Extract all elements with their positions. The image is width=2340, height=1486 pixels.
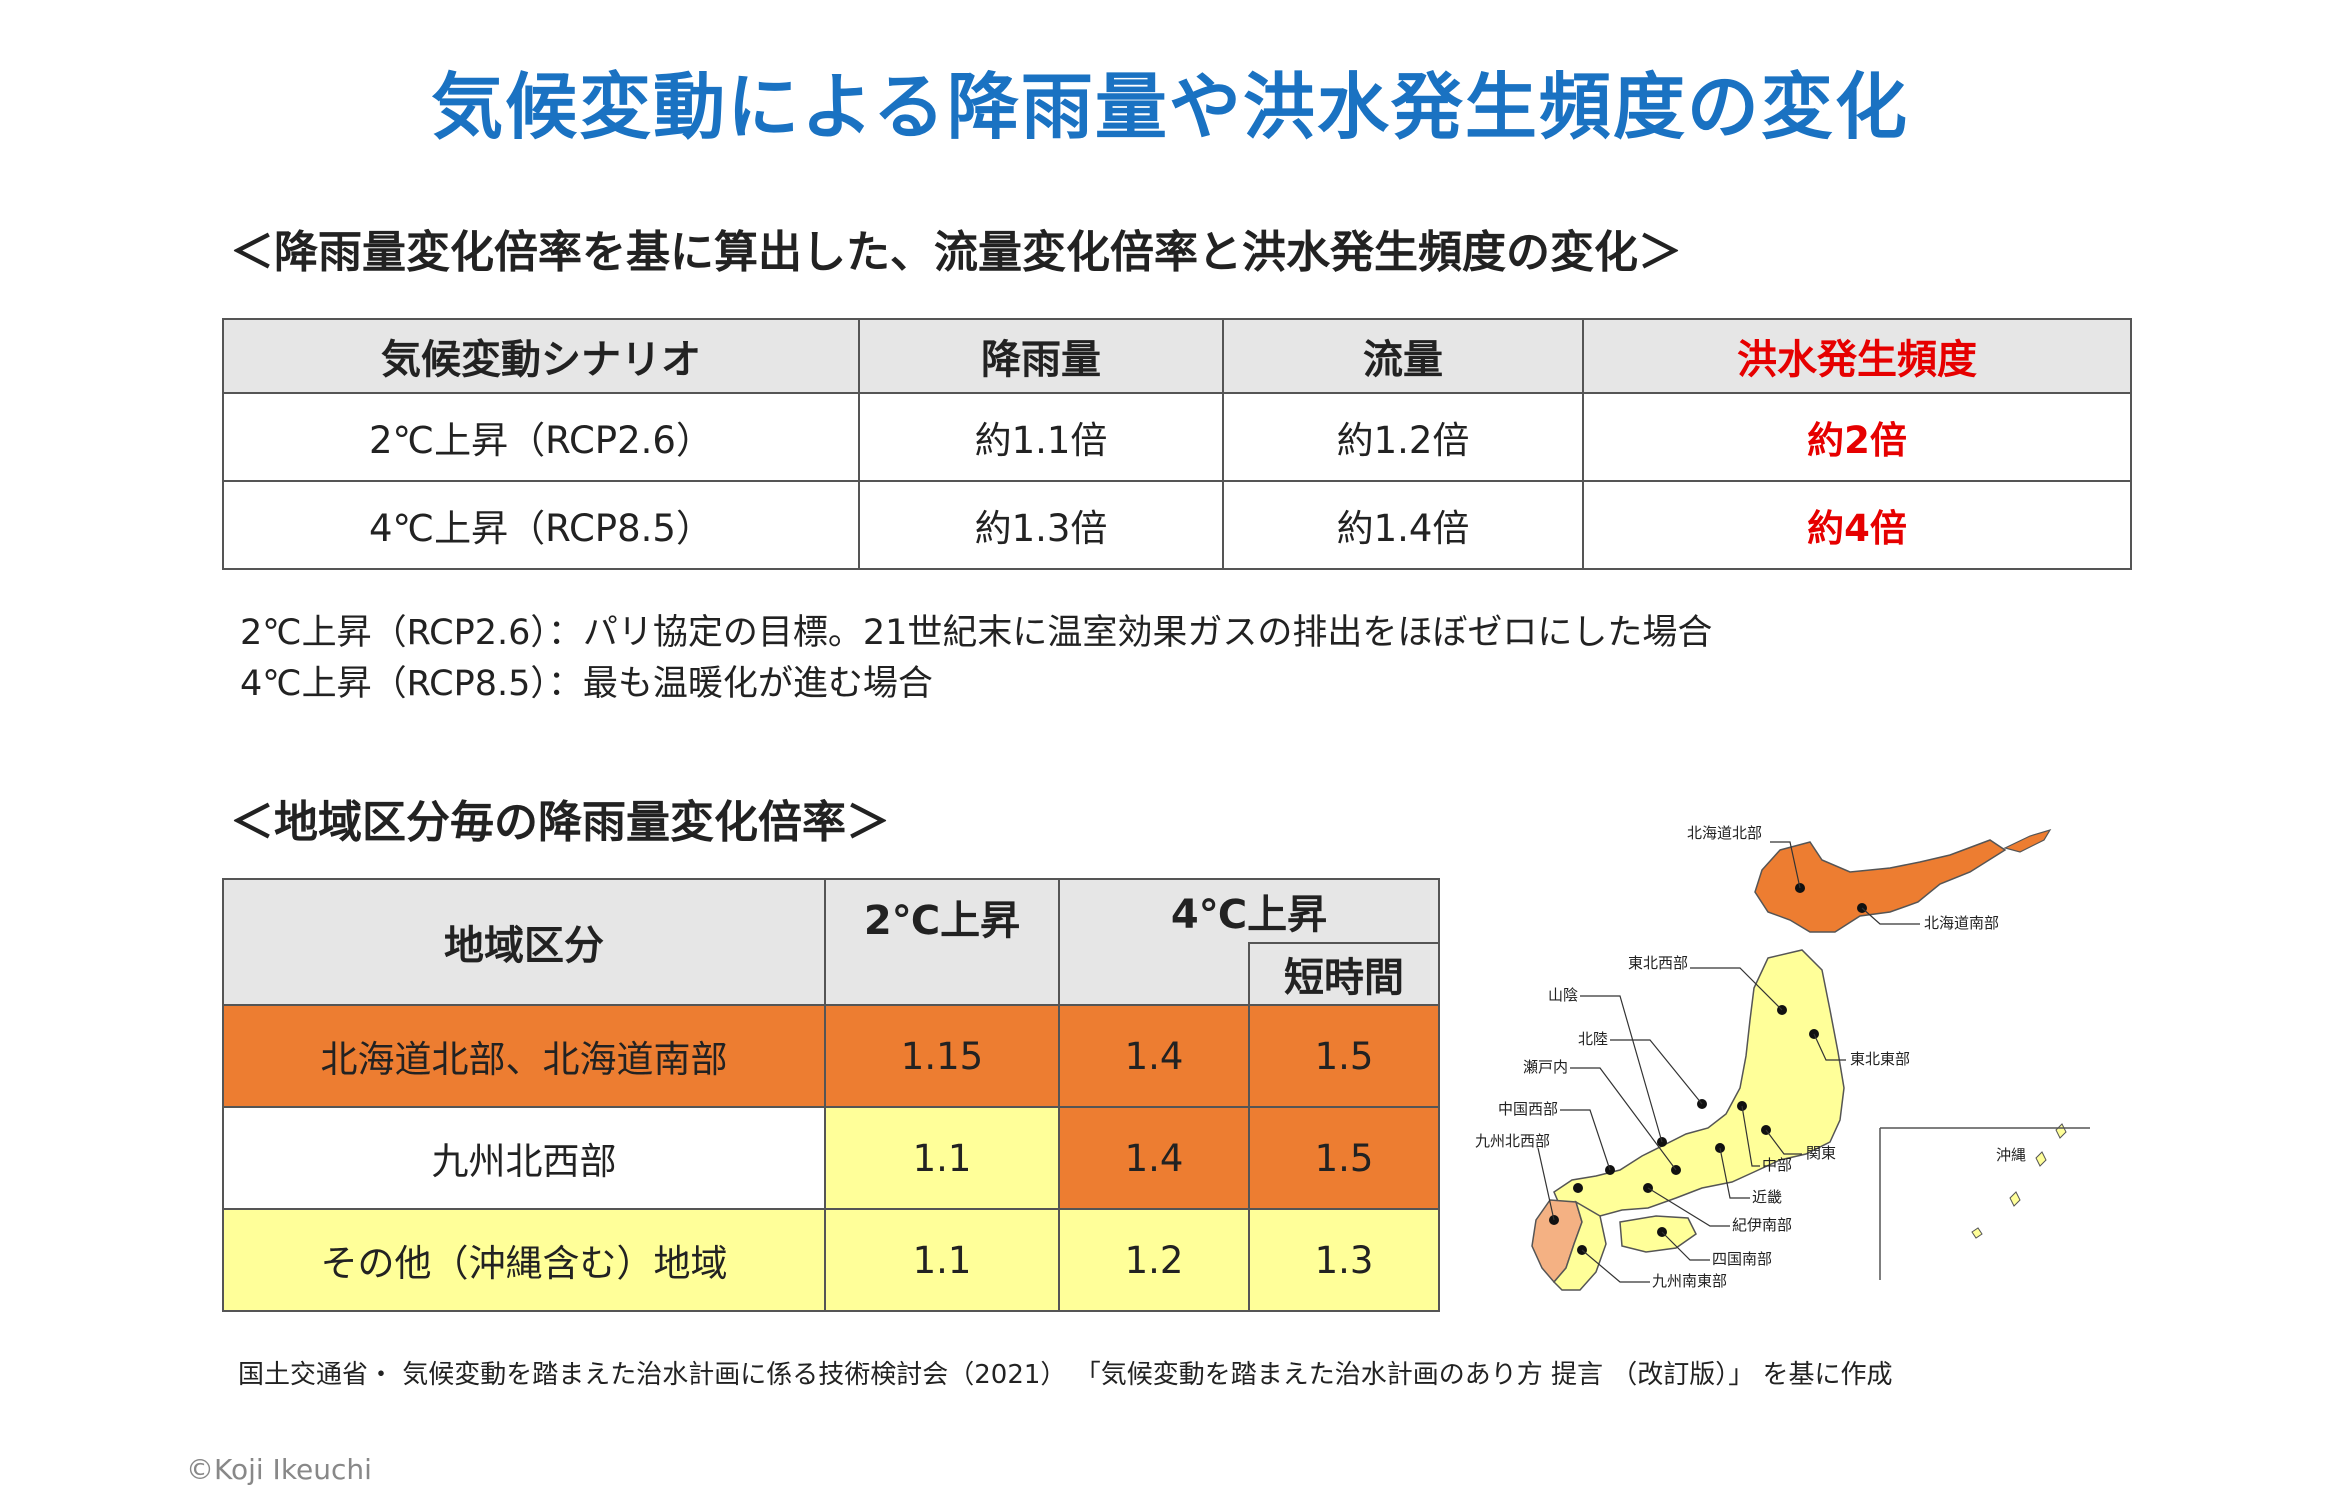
okinawa-shape [1971,1123,2067,1239]
note-line: 4℃上昇（RCP8.5）：最も温暖化が進む場合 [240,664,933,704]
section2-heading: ＜地域区分毎の降雨量変化倍率＞ [230,797,890,848]
japan-region-map: 北海道北部 北海道南部 東北西部 東北東部 山陰 北陸 瀬戸内 関東 中国西部 … [1475,824,2090,1291]
map-label-kii-south: 紀伊南部 [1732,1216,1792,1234]
flow-cell: 約1.2倍 [1222,392,1584,482]
map-label-sanin: 山陰 [1548,986,1578,1004]
header-rainfall: 降雨量 [858,318,1224,394]
table-header-row: 地域区分 2℃上昇 4℃上昇 [222,878,1440,1006]
frequency-cell: 約4倍 [1582,480,2132,570]
table-row: 4℃上昇（RCP8.5） 約1.3倍 約1.4倍 約4倍 [222,480,2132,570]
source-citation: 国土交通省・ 気候変動を踏まえた治水計画に係る技術検討会（2021） 「気候変動… [238,1360,1893,1390]
map-label-hokuriku: 北陸 [1578,1030,1608,1048]
header-gap [1059,943,1250,1006]
two-degree-cell: 1.1 [824,1106,1060,1210]
leader-lines [1537,841,1920,1283]
region-cell: その他（沖縄含む）地域 [222,1208,826,1312]
header-scenario: 気候変動シナリオ [222,318,860,394]
rainfall-cell: 約1.1倍 [858,392,1224,482]
four-degree-cell: 1.4 [1058,1106,1250,1210]
copyright: ©Koji Ikeuchi [186,1453,372,1486]
two-degree-cell: 1.15 [824,1004,1060,1108]
scenario-notes: 2℃上昇（RCP2.6）：パリ協定の目標。21世紀末に温室効果ガスの排出をほぼゼ… [240,608,1712,710]
table-row: 九州北西部 1.1 1.4 1.5 [222,1106,1440,1210]
section1-heading: ＜降雨量変化倍率を基に算出した、流量変化倍率と洪水発生頻度の変化＞ [230,227,1682,278]
rainfall-cell: 約1.3倍 [858,480,1224,570]
honshu-shape [1553,949,1845,1217]
map-label-hokkaido-north: 北海道北部 [1687,824,1762,842]
table-row: 北海道北部、北海道南部 1.15 1.4 1.5 [222,1004,1440,1108]
kurile-islands-shape [2003,828,2052,853]
region-cell: 北海道北部、北海道南部 [222,1004,826,1108]
frequency-cell: 約2倍 [1582,392,2132,482]
map-label-shikoku-south: 四国南部 [1712,1250,1772,1268]
map-label-kyushu-southeast: 九州南東部 [1652,1272,1727,1290]
four-degree-cell: 1.4 [1058,1004,1250,1108]
table-subheader-row: 短時間 [223,942,1440,1006]
map-label-chubu: 中部 [1762,1156,1792,1174]
short-term-cell: 1.3 [1248,1208,1440,1312]
flow-cell: 約1.4倍 [1222,480,1584,570]
four-degree-cell: 1.2 [1058,1208,1250,1312]
short-term-cell: 1.5 [1248,1106,1440,1210]
map-label-okinawa: 沖縄 [1996,1146,2026,1164]
map-label-tohoku-west: 東北西部 [1628,954,1688,972]
hokkaido-shape [1754,839,2007,933]
region-table: 地域区分 2℃上昇 4℃上昇 短時間 北海道北部、北海道南部 1.15 1.4 … [222,878,1440,1312]
scenario-table: 気候変動シナリオ 降雨量 流量 洪水発生頻度 2℃上昇（RCP2.6） 約1.1… [222,318,2132,570]
map-label-kinki: 近畿 [1752,1188,1782,1206]
map-label-kyushu-northwest: 九州北西部 [1475,1132,1550,1150]
region-cell: 九州北西部 [222,1106,826,1210]
header-region: 地域区分 [222,878,826,1006]
table-row: 2℃上昇（RCP2.6） 約1.1倍 約1.2倍 約2倍 [222,392,2132,482]
note-line: 2℃上昇（RCP2.6）：パリ協定の目標。21世紀末に温室効果ガスの排出をほぼゼ… [240,613,1713,653]
page-title: 気候変動による降雨量や洪水発生頻度の変化 [431,65,1909,149]
map-label-tohoku-east: 東北東部 [1850,1050,1910,1068]
map-label-kanto: 関東 [1806,1144,1836,1162]
scenario-cell: 4℃上昇（RCP8.5） [222,480,860,570]
header-flow: 流量 [1222,318,1584,394]
header-two-degree: 2℃上昇 [824,878,1060,1006]
header-short-term: 短時間 [1248,942,1440,1006]
two-degree-cell: 1.1 [824,1208,1060,1312]
map-label-setouchi: 瀬戸内 [1523,1058,1568,1076]
header-frequency: 洪水発生頻度 [1582,318,2132,394]
header-four-degree: 4℃上昇 [1058,878,1440,943]
scenario-cell: 2℃上昇（RCP2.6） [222,392,860,482]
map-label-hokkaido-south: 北海道南部 [1924,914,1999,932]
short-term-cell: 1.5 [1248,1004,1440,1108]
map-label-chugoku-west: 中国西部 [1498,1100,1558,1118]
table-row: その他（沖縄含む）地域 1.1 1.2 1.3 [222,1208,1440,1312]
table-header-row: 気候変動シナリオ 降雨量 流量 洪水発生頻度 [222,318,2132,394]
